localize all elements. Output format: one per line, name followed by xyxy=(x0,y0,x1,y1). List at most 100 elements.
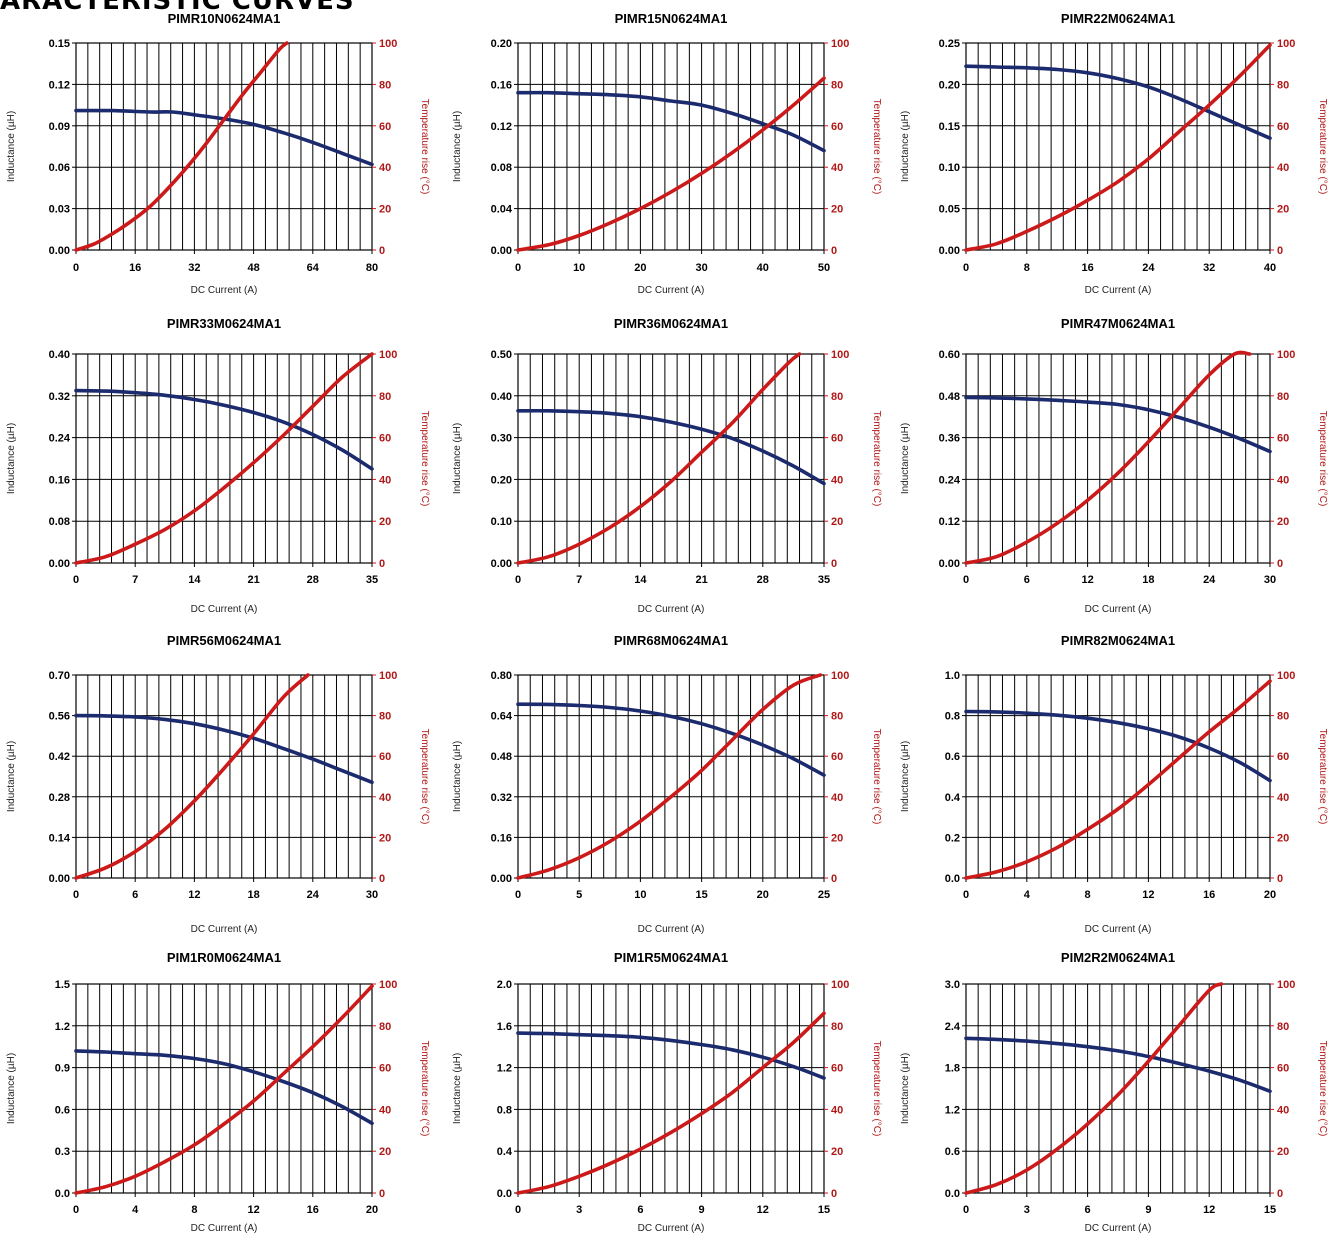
x-tick-label: 20 xyxy=(634,262,646,274)
y2-tick-label: 0 xyxy=(831,873,837,885)
y-axis-label: Inductance (µH) xyxy=(6,111,17,182)
y2-tick-label: 40 xyxy=(831,162,843,174)
chart-title: PIMR36M0624MA1 xyxy=(614,316,728,331)
y-tick-label: 0.16 xyxy=(491,79,512,91)
x-tick-label: 3 xyxy=(1024,1204,1030,1216)
y-axis-label: Inductance (µH) xyxy=(452,111,463,182)
y-tick-label: 0.08 xyxy=(491,162,512,174)
x-tick-label: 30 xyxy=(1264,574,1276,586)
y-tick-label: 0.6 xyxy=(55,1104,70,1116)
x-tick-label: 15 xyxy=(695,889,707,901)
chart-pimr56m: PIMR56M0624MA1 0.00 0.14 0.28 0.42 0.56 0.70 0 2… xyxy=(0,633,440,936)
y2-tick-label: 100 xyxy=(379,38,397,50)
x-tick-label: 12 xyxy=(247,1204,259,1216)
x-tick-label: 5 xyxy=(576,889,582,901)
y2-tick-label: 0 xyxy=(1277,873,1283,885)
x-tick-label: 8 xyxy=(1085,889,1091,901)
y-tick-label: 0.12 xyxy=(49,79,70,91)
y2-tick-label: 100 xyxy=(379,670,397,682)
x-tick-label: 0 xyxy=(73,574,79,586)
y-tick-label: 0.0 xyxy=(945,873,960,885)
y2-tick-label: 60 xyxy=(379,751,391,763)
chart-pim1r5m: PIM1R5M0624MA1 0.0 0.4 0.8 1.2 1.6 2.0 0 20 40 60 8… xyxy=(446,950,886,1236)
y2-tick-label: 20 xyxy=(831,204,843,216)
y2-tick-label: 20 xyxy=(379,204,391,216)
y-tick-label: 0.24 xyxy=(939,474,961,486)
x-tick-label: 12 xyxy=(1081,574,1093,586)
y-tick-label: 0.06 xyxy=(49,162,70,174)
y-tick-label: 0.40 xyxy=(49,349,70,361)
y2-tick-label: 0 xyxy=(1277,245,1283,257)
y2-tick-label: 100 xyxy=(831,38,849,50)
y-axis-label: Inductance (µH) xyxy=(6,1053,17,1124)
x-tick-label: 15 xyxy=(1264,1204,1276,1216)
y-tick-label: 0.3 xyxy=(55,1146,70,1158)
y2-tick-label: 60 xyxy=(1277,751,1289,763)
y2-tick-label: 100 xyxy=(831,349,849,361)
x-tick-label: 0 xyxy=(73,889,79,901)
x-axis-label: DC Current (A) xyxy=(638,924,705,935)
y-tick-label: 1.0 xyxy=(945,670,960,682)
y-tick-label: 0.10 xyxy=(491,516,512,528)
y2-tick-label: 20 xyxy=(379,832,391,844)
x-tick-label: 40 xyxy=(1264,262,1276,274)
chart-pimr10n: PIMR10N0624MA1 0.00 0.03 0.06 0.09 0.12 0.15 0 2… xyxy=(0,10,440,300)
chart-pimr15n: PIMR15N0624MA1 0.00 0.04 0.08 0.12 0.16 0.20 0 2… xyxy=(446,10,886,300)
x-axis-label: DC Current (A) xyxy=(1085,1223,1152,1234)
inductance-curve xyxy=(74,388,374,471)
y2-tick-label: 0 xyxy=(831,558,837,570)
x-tick-label: 15 xyxy=(818,1204,830,1216)
y2-tick-label: 80 xyxy=(379,1021,391,1033)
x-axis-label: DC Current (A) xyxy=(191,924,258,935)
chart-pim1r0m: PIM1R0M0624MA1 0.0 0.3 0.6 0.9 1.2 1.5 0 20 40 60 8… xyxy=(0,950,440,1236)
y-tick-label: 1.8 xyxy=(945,1063,960,1075)
chart-title: PIMR15N0624MA1 xyxy=(615,11,728,26)
x-tick-label: 20 xyxy=(366,1204,378,1216)
y-tick-label: 0.03 xyxy=(49,204,70,216)
inductance-curve xyxy=(964,1036,1272,1094)
y-tick-label: 2.0 xyxy=(497,979,512,991)
x-tick-label: 35 xyxy=(366,574,378,586)
y-tick-label: 1.6 xyxy=(497,1021,512,1033)
x-tick-label: 12 xyxy=(757,1204,769,1216)
y2-tick-label: 100 xyxy=(1277,349,1295,361)
y2-tick-label: 60 xyxy=(831,751,843,763)
x-tick-label: 12 xyxy=(188,889,200,901)
x-tick-label: 16 xyxy=(1081,262,1093,274)
y2-tick-label: 60 xyxy=(831,1063,843,1075)
y2-tick-label: 0 xyxy=(379,1188,385,1200)
chart-title: PIM1R0M0624MA1 xyxy=(167,950,281,965)
y2-tick-label: 0 xyxy=(831,245,837,257)
chart-pimr68m: PIMR68M0624MA1 0.00 0.16 0.32 0.48 0.64 0.80 0 2… xyxy=(446,633,886,936)
inductance-curve xyxy=(964,64,1272,140)
y2-axis-label: Temperature rise (°C) xyxy=(419,729,430,825)
x-tick-label: 50 xyxy=(818,262,830,274)
y-tick-label: 0.00 xyxy=(491,558,512,570)
y-tick-label: 0.80 xyxy=(491,670,512,682)
y-tick-label: 0.16 xyxy=(491,832,512,844)
y-axis-label: Inductance (µH) xyxy=(900,741,911,812)
y2-axis-label: Temperature rise (°C) xyxy=(871,1041,882,1137)
x-axis-label: DC Current (A) xyxy=(1085,924,1152,935)
chart-title: PIMR56M0624MA1 xyxy=(167,633,281,648)
y-tick-label: 0.30 xyxy=(491,433,512,445)
x-tick-label: 0 xyxy=(515,1204,521,1216)
grid xyxy=(966,43,1270,250)
y2-tick-label: 100 xyxy=(1277,670,1295,682)
y-axis-label: Inductance (µH) xyxy=(452,423,463,494)
x-tick-label: 21 xyxy=(695,574,707,586)
y2-tick-label: 80 xyxy=(1277,79,1289,91)
y2-tick-label: 40 xyxy=(1277,162,1289,174)
x-tick-label: 80 xyxy=(366,262,378,274)
x-tick-label: 40 xyxy=(757,262,769,274)
y-tick-label: 0.14 xyxy=(49,832,71,844)
y2-axis-label: Temperature rise (°C) xyxy=(1317,99,1328,195)
chart-pimr82m: PIMR82M0624MA1 0.0 0.2 0.4 0.6 0.8 1.0 0 20 40 60 8… xyxy=(894,633,1334,936)
plot-frame xyxy=(965,353,1271,564)
y-tick-label: 0.40 xyxy=(491,391,512,403)
y-tick-label: 0.00 xyxy=(49,558,70,570)
y-axis-label: Inductance (µH) xyxy=(6,741,17,812)
chart-pim2r2m: PIM2R2M0624MA1 0.0 0.6 1.2 1.8 2.4 3.0 0 20 40 60 8… xyxy=(894,950,1334,1236)
y2-tick-label: 60 xyxy=(379,121,391,133)
x-axis-label: DC Current (A) xyxy=(191,604,258,615)
